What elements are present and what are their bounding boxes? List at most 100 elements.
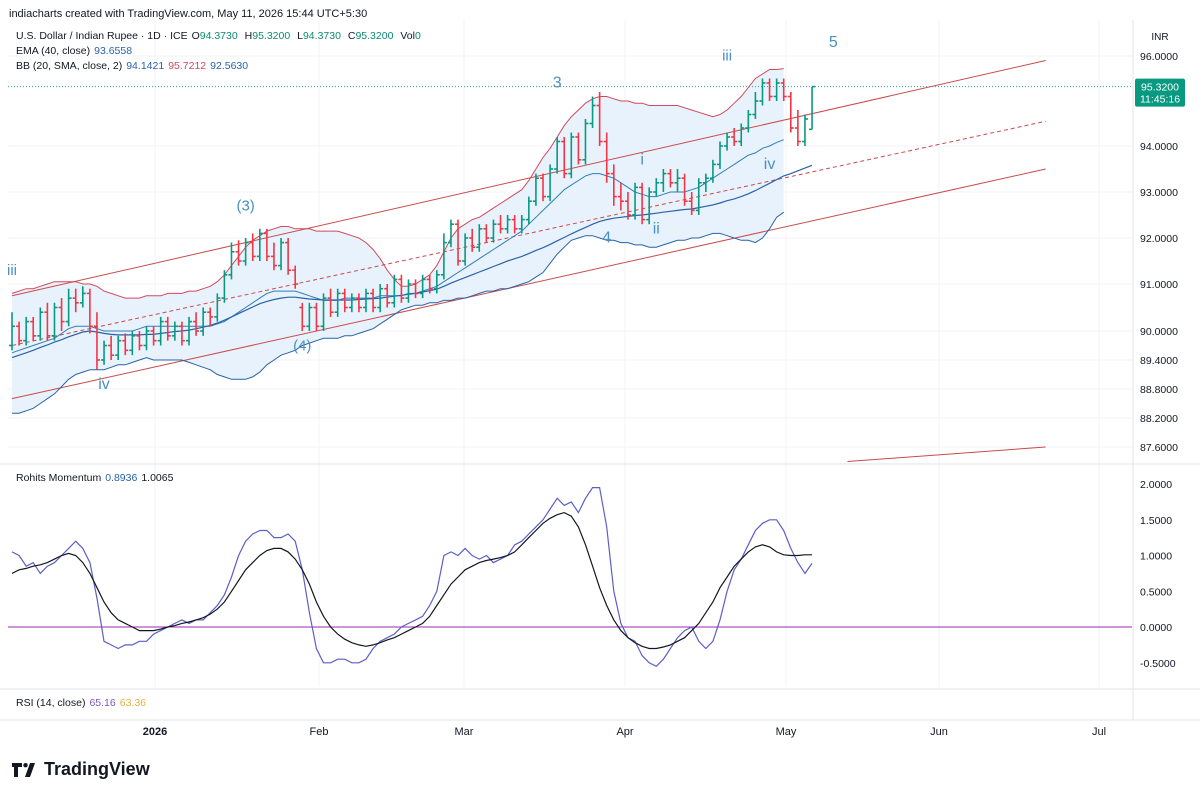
candle[interactable] [355,293,362,313]
candle[interactable] [547,164,554,202]
candle[interactable] [497,215,504,234]
candle[interactable] [37,307,44,341]
candle[interactable] [249,233,256,261]
wave-label[interactable]: iii [722,48,732,65]
candle[interactable] [122,333,129,356]
candle[interactable] [72,288,79,313]
candle[interactable] [794,110,801,146]
candle[interactable] [86,288,93,334]
candle[interactable] [143,326,150,351]
candle[interactable] [320,293,327,331]
candle[interactable] [270,242,277,271]
candle[interactable] [9,312,15,351]
candle[interactable] [787,92,794,133]
candle[interactable] [44,302,51,341]
candle[interactable] [164,316,171,341]
candle[interactable] [717,141,723,170]
candle[interactable] [738,123,745,147]
ema-legend[interactable]: EMA (40, close) 93.6558 [16,45,136,57]
candle[interactable] [483,224,490,243]
candle[interactable] [476,224,483,252]
candle[interactable] [540,173,546,202]
candle[interactable] [745,110,752,133]
candle[interactable] [299,302,306,331]
candle[interactable] [766,78,773,102]
candle[interactable] [398,274,405,303]
candle[interactable] [193,312,200,336]
candle[interactable] [589,96,596,129]
candle[interactable] [462,233,469,266]
candle[interactable] [674,169,681,192]
candle[interactable] [93,312,100,370]
candle[interactable] [306,302,313,331]
candle[interactable] [511,215,518,234]
candle[interactable] [780,78,787,102]
wave-label[interactable]: 3 [553,75,562,92]
candle[interactable] [186,316,192,346]
candle[interactable] [688,192,695,215]
candle[interactable] [207,307,214,327]
channel-line-0[interactable] [11,60,1046,297]
candle[interactable] [285,238,292,275]
candle[interactable] [702,173,709,192]
candle[interactable] [709,159,716,183]
candle[interactable] [518,215,525,234]
candle[interactable] [603,132,610,183]
candle[interactable] [653,178,660,197]
candle[interactable] [575,132,582,165]
candle[interactable] [370,288,377,313]
candle[interactable] [16,321,23,346]
candle[interactable] [681,173,688,206]
candle[interactable] [171,321,178,341]
candle[interactable] [292,265,299,289]
momentum-legend[interactable]: Rohits Momentum 0.8936 1.0065 [16,472,177,484]
wave-label[interactable]: 5 [829,34,838,51]
bb-lower-line[interactable] [12,211,784,414]
wave-label[interactable]: i [640,151,644,168]
candle[interactable] [426,274,433,294]
candle[interactable] [157,316,164,346]
candle[interactable] [377,284,384,313]
candle[interactable] [773,78,780,102]
wave-label[interactable]: iii [7,262,17,279]
candle[interactable] [178,321,185,346]
candle[interactable] [65,288,72,327]
candle[interactable] [809,85,816,131]
candle[interactable] [532,173,539,206]
wave-label[interactable]: 4 [602,230,611,247]
candle[interactable] [129,331,136,356]
candle[interactable] [348,293,355,313]
candle[interactable] [235,240,242,266]
candle[interactable] [278,238,285,271]
candle[interactable] [263,228,270,261]
candle[interactable] [596,92,603,146]
candle[interactable] [384,284,391,308]
candle[interactable] [136,331,143,351]
candle[interactable] [568,132,575,179]
wave-label[interactable]: (3) [236,197,254,214]
candle[interactable] [30,316,37,341]
candle[interactable] [313,302,320,331]
candle[interactable] [221,270,228,303]
candle[interactable] [660,169,667,192]
candle[interactable] [101,340,108,365]
candle[interactable] [440,233,447,280]
candle[interactable] [412,279,419,299]
rsi-legend[interactable]: RSI (14, close) 65.16 63.36 [16,697,150,709]
wave-label[interactable]: ii [653,220,660,237]
candle[interactable] [582,119,589,165]
candle[interactable] [695,178,702,215]
candle[interactable] [667,169,674,188]
candle[interactable] [200,307,207,336]
candle[interactable] [525,196,532,225]
candle[interactable] [334,288,341,317]
candle[interactable] [724,132,731,151]
candle[interactable] [469,228,476,252]
candle[interactable] [419,274,426,299]
momentum-fast-line[interactable] [11,487,813,668]
channel-line-3[interactable] [847,446,1046,462]
candle[interactable] [617,182,624,211]
channel-line-1[interactable] [11,120,1046,346]
wave-label[interactable]: (4) [293,337,311,354]
candle[interactable] [632,182,639,220]
